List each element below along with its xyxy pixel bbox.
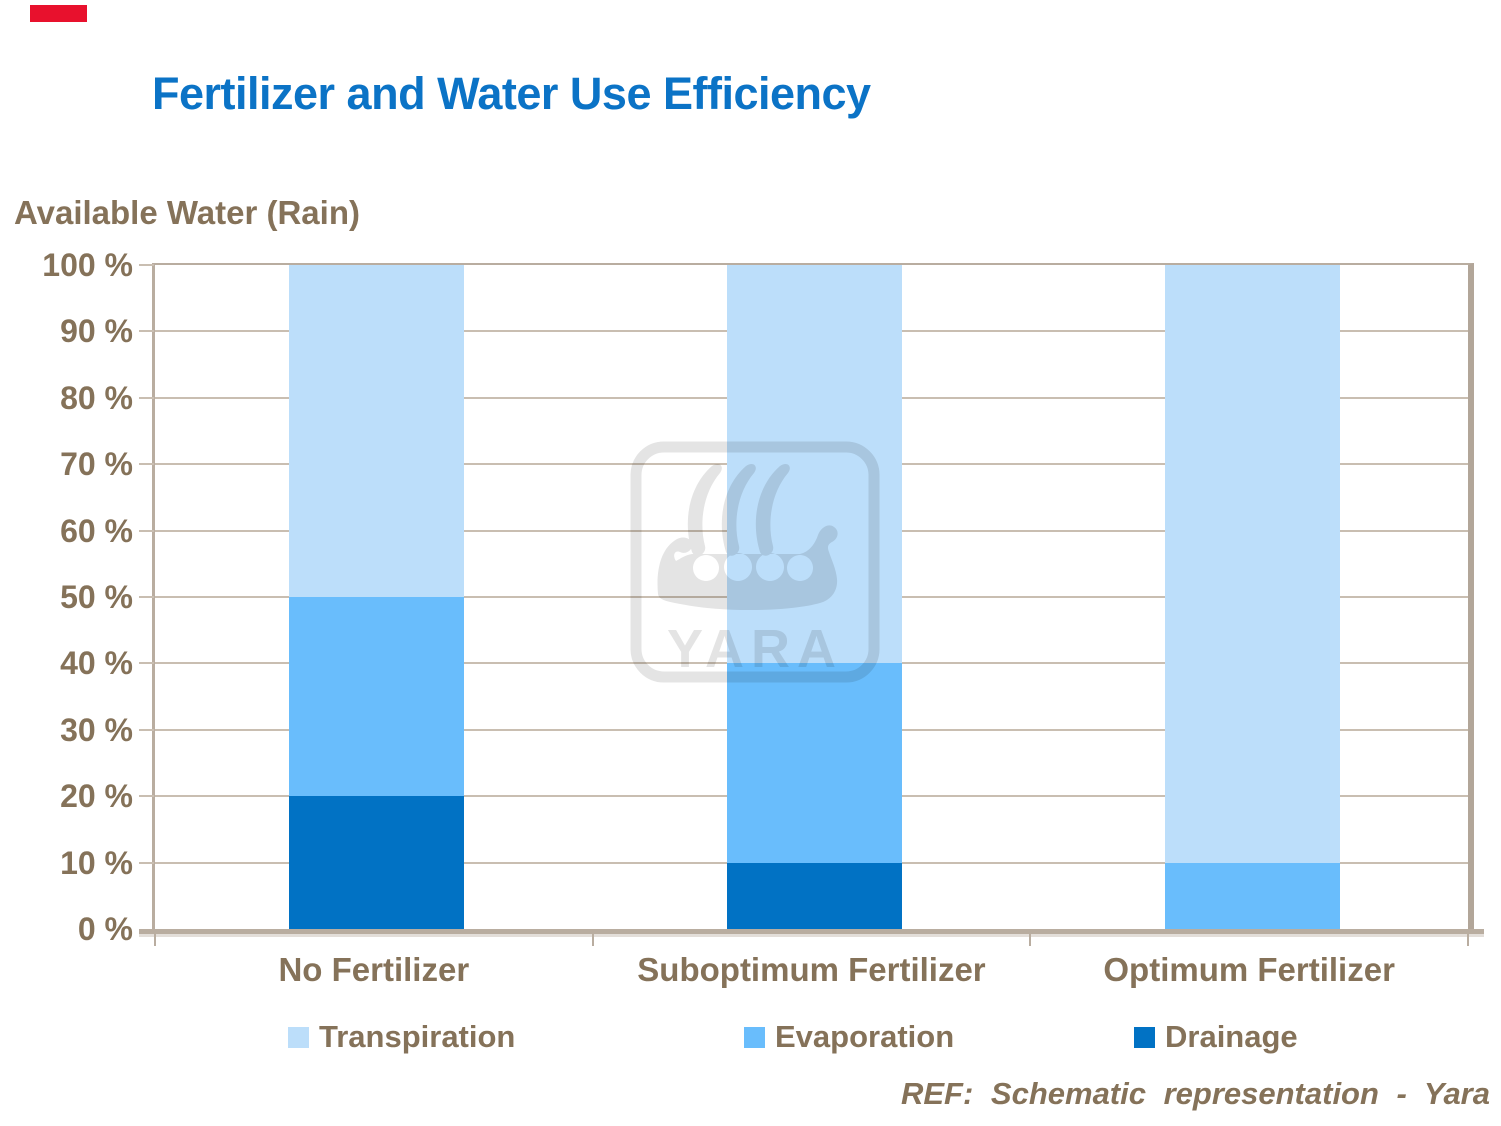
legend-item: Drainage bbox=[1134, 1019, 1298, 1055]
y-axis-label: 30 % bbox=[60, 711, 133, 748]
y-axis-tick bbox=[139, 861, 154, 864]
bar-segment-evaporation bbox=[727, 663, 902, 863]
y-axis-tick bbox=[139, 264, 154, 266]
y-axis-label: 90 % bbox=[60, 313, 133, 350]
category-label: Optimum Fertilizer bbox=[1103, 951, 1395, 988]
x-axis-tick bbox=[154, 931, 156, 946]
brand-red-marker bbox=[30, 5, 87, 22]
y-axis-label: 100 % bbox=[42, 247, 133, 283]
y-axis-label: 80 % bbox=[60, 379, 133, 416]
legend-swatch-evaporation bbox=[744, 1026, 765, 1048]
y-axis-tick bbox=[139, 396, 154, 399]
bar-segment-drainage bbox=[727, 862, 902, 929]
x-axis-line bbox=[139, 929, 1484, 934]
legend-label: Evaporation bbox=[775, 1019, 955, 1054]
x-axis-tick bbox=[1467, 931, 1469, 946]
bar-segment-evaporation bbox=[1164, 862, 1340, 929]
y-axis-tick bbox=[139, 529, 154, 532]
x-axis-tick bbox=[591, 931, 594, 946]
viking-ship-icon bbox=[657, 463, 838, 611]
bar-segment-transpiration bbox=[1164, 265, 1340, 863]
y-axis-tick bbox=[139, 662, 154, 665]
reference-note: REF: Schematic representation - Yara bbox=[900, 1076, 1490, 1111]
page-title: Fertilizer and Water Use Efficiency bbox=[152, 68, 871, 119]
y-axis-tick bbox=[139, 330, 154, 333]
yara-watermark-text: YARA bbox=[667, 619, 843, 679]
legend-item: Transpiration bbox=[288, 1019, 515, 1055]
category-label: No Fertilizer bbox=[278, 951, 470, 988]
bar-segment-transpiration bbox=[289, 265, 465, 597]
y-axis-tick bbox=[139, 596, 154, 598]
x-axis-tick bbox=[1029, 931, 1032, 946]
legend-swatch-drainage bbox=[1134, 1026, 1155, 1048]
y-axis-label: 50 % bbox=[60, 579, 133, 615]
y-axis-label: 40 % bbox=[60, 645, 133, 682]
y-axis-label: 60 % bbox=[60, 512, 133, 549]
y-axis-tick bbox=[139, 795, 154, 798]
y-axis-label: 0 % bbox=[77, 911, 133, 947]
y-axis-tick bbox=[139, 728, 154, 731]
legend-swatch-transpiration bbox=[288, 1026, 309, 1048]
y-axis-tick bbox=[139, 463, 154, 466]
y-axis-label: 70 % bbox=[60, 446, 133, 483]
watermark-border bbox=[630, 441, 880, 683]
y-axis-label: 20 % bbox=[60, 778, 133, 815]
chart-axis-title: Available Water (Rain) bbox=[14, 194, 360, 231]
legend-label: Drainage bbox=[1165, 1019, 1298, 1054]
bar-segment-drainage bbox=[289, 796, 465, 929]
category-label: Suboptimum Fertilizer bbox=[637, 951, 986, 988]
legend-label: Transpiration bbox=[319, 1019, 516, 1054]
bar-segment-evaporation bbox=[289, 597, 465, 797]
yara-logo-watermark: YARA bbox=[630, 441, 880, 683]
y-axis-label: 10 % bbox=[60, 844, 133, 881]
legend-item: Evaporation bbox=[744, 1019, 954, 1055]
